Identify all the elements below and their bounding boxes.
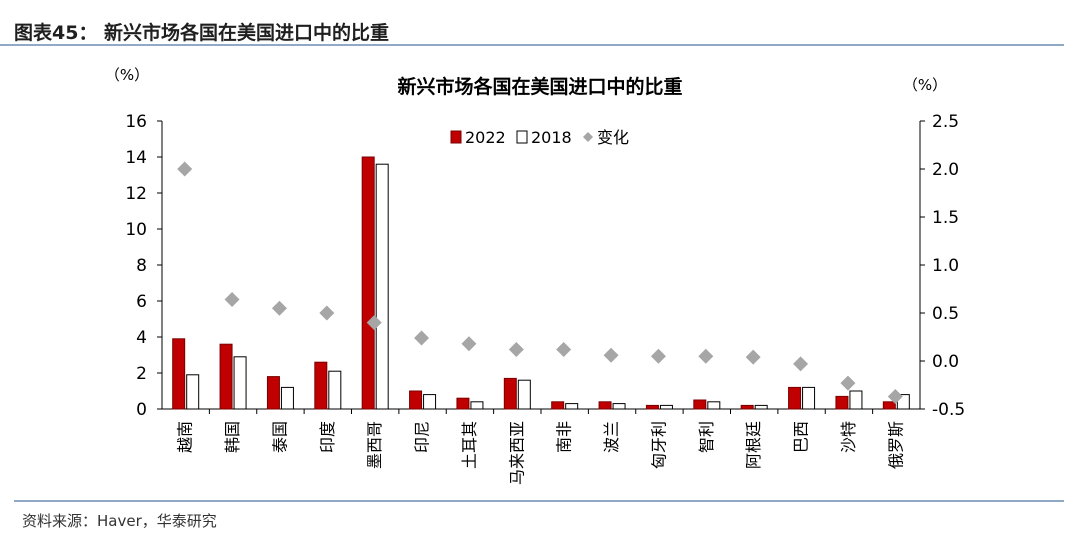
bar-2022 [266,376,280,410]
marker-change [461,336,477,352]
bar-2018 [280,386,294,410]
x-tick-label: 智利 [697,421,716,453]
left-tick-label: 12 [125,184,147,204]
x-tick-label: 土耳其 [460,421,479,469]
bar-2018 [470,401,484,410]
marker-change [698,348,714,364]
bar-chart: 新兴市场各国在美国进口中的比重 （%） （%） 0 2 4 6 8 10 12 14 16 -0.… [105,66,965,485]
bar-2022 [409,390,423,410]
bars [172,156,910,410]
marker-change [177,161,193,177]
left-tick-label: 0 [136,400,147,420]
bar-2018 [754,404,768,410]
x-tick-label: 韩国 [223,421,242,453]
legend-swatch-2018 [516,130,528,144]
bar-2022 [503,377,517,410]
bar-2022 [645,404,659,410]
x-tick-label: 巴西 [792,421,811,453]
marker-change [745,349,761,365]
bar-2018 [423,394,437,410]
bar-2022 [172,338,186,410]
marker-change [508,341,524,357]
marker-change [840,375,856,391]
x-tick-label: 南非 [555,421,574,453]
marker-change [271,300,287,316]
report-header: 图表45： 新兴市场各国在美国进口中的比重 [0,0,1064,46]
legend-marker-变化 [583,132,593,142]
x-tick-label: 波兰 [602,421,621,453]
bar-2022 [835,395,849,410]
change-markers [177,161,903,405]
left-tick-label: 14 [125,148,147,168]
x-tick-label: 阿根廷 [744,421,763,469]
figure-title: 图表45： 新兴市场各国在美国进口中的比重 [14,22,390,44]
legend: 2022 2018 变化 [450,128,629,147]
x-tick-label: 马来西亚 [507,421,526,485]
right-tick-label: 1.0 [932,256,959,276]
left-tick-label: 16 [125,112,147,132]
left-tick-label: 2 [136,364,147,384]
x-tick-labels: 越南 韩国 泰国 印度 墨西哥 印尼 土耳其 马来西亚 南非 波兰 匈牙利 智利 阿根廷 巴西 沙特 俄罗斯 [176,421,906,485]
footer-divider [14,500,1064,502]
bar-2022 [882,401,896,410]
axes: 0 2 4 6 8 10 12 14 16 -0.5 0.0 0.5 1.0 1.5 2.0 2.5 [125,112,965,420]
bar-2022 [598,401,612,410]
bar-2018 [707,401,721,410]
source-note: 资料来源：Haver，华泰研究 [22,512,217,530]
bar-2018 [659,404,673,410]
right-tick-label: -0.5 [932,400,965,420]
x-tick-label: 越南 [176,421,195,453]
chart-title: 新兴市场各国在美国进口中的比重 [397,75,682,98]
x-tick-label: 泰国 [270,421,289,453]
right-tick-label: 0.5 [932,304,959,324]
x-tick-label: 俄罗斯 [886,421,905,469]
bar-2022 [551,401,565,410]
bar-2022 [693,399,707,410]
right-tick-label: 1.5 [932,208,959,228]
marker-change [556,341,572,357]
bar-2022 [456,397,470,410]
bar-2018 [565,403,579,410]
right-axis-unit: （%） [903,76,947,94]
x-tick-label: 印度 [318,421,337,453]
bar-2018 [375,163,389,410]
legend-label-2018: 2018 [531,128,572,147]
right-tick-label: 2.0 [932,160,959,180]
right-tick-label: 0.0 [932,352,959,372]
bar-2018 [849,390,863,410]
bar-2018 [517,379,531,410]
right-tick-label: 2.5 [932,112,959,132]
left-tick-label: 8 [136,256,147,276]
x-tick-label: 印尼 [413,421,432,453]
bar-2018 [186,374,200,410]
marker-change [366,315,382,331]
chart-area: 新兴市场各国在美国进口中的比重 （%） （%） 0 2 4 6 8 10 12 14 16 -0.… [0,46,1080,498]
marker-change [887,389,903,405]
bar-2018 [233,356,247,410]
marker-change [224,292,240,308]
bar-2018 [612,403,626,410]
left-tick-label: 10 [125,220,147,240]
bar-2018 [328,370,342,410]
left-tick-label: 6 [136,292,147,312]
legend-label-变化: 变化 [597,128,629,147]
legend-label-2022: 2022 [465,128,506,147]
bar-2022 [361,156,375,410]
marker-change [793,356,809,372]
bar-2022 [740,404,754,410]
legend-swatch-2022 [450,130,462,144]
marker-change [603,347,619,363]
bar-2022 [314,361,328,410]
x-tick-label: 沙特 [839,421,858,453]
bar-2018 [802,386,816,410]
bar-2022 [788,386,802,410]
left-tick-label: 4 [136,328,147,348]
x-tick-label: 墨西哥 [365,421,384,469]
x-tick-label: 匈牙利 [649,421,668,469]
left-axis-unit: （%） [105,66,149,84]
marker-change [319,305,335,321]
marker-change [650,348,666,364]
bar-2022 [219,343,233,410]
marker-change [414,330,430,346]
